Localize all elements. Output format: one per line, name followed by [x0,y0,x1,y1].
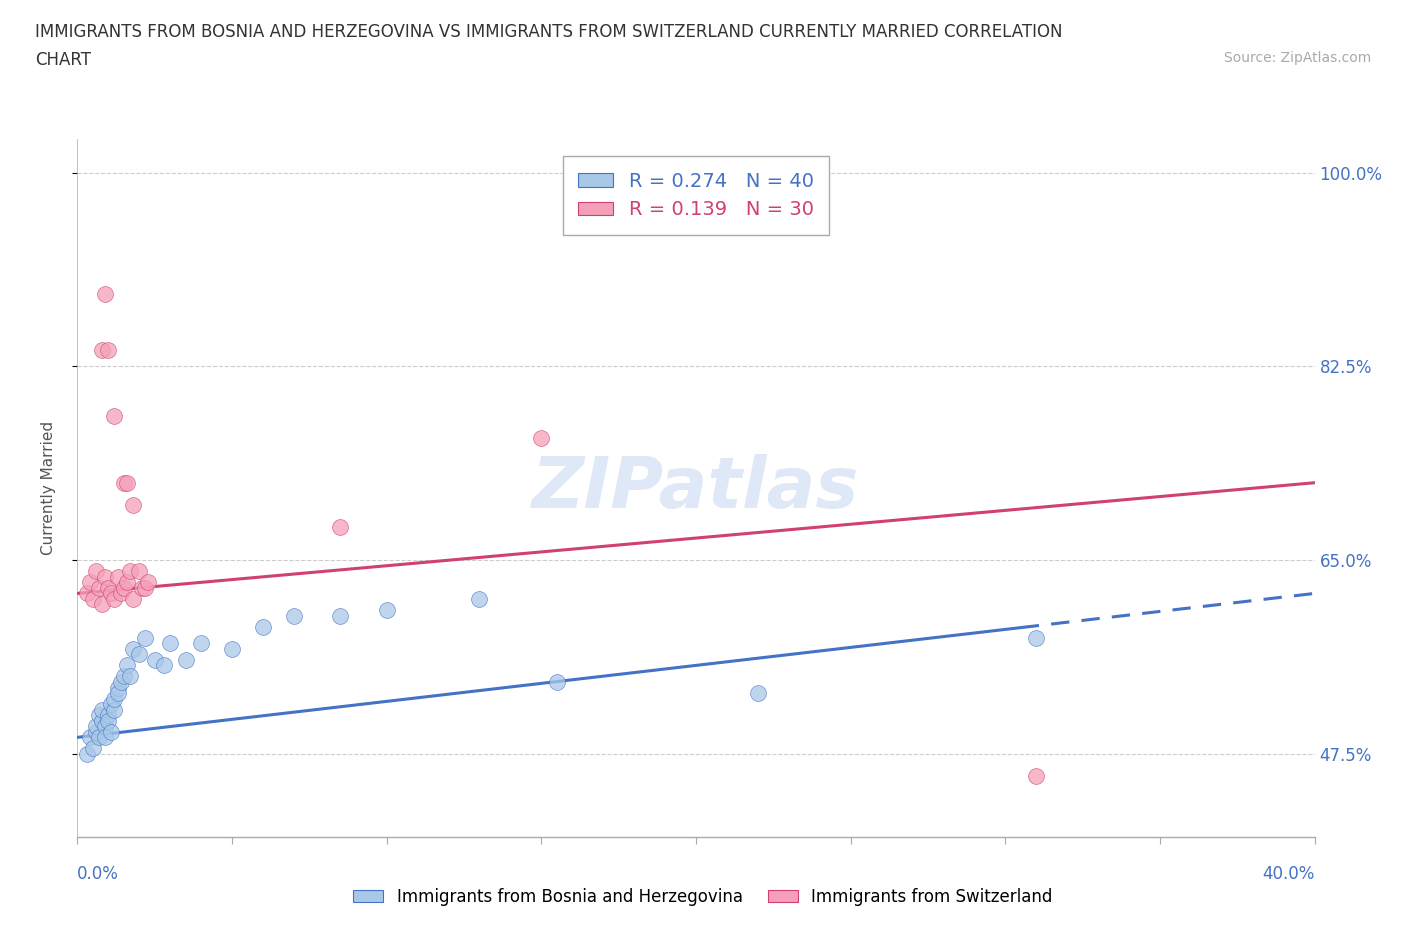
Point [115,658,138,672]
Point [94,287,117,302]
Point [122,642,145,657]
Point [128,564,150,578]
Point [1025,631,1047,645]
Legend: R = 0.274   N = 40, R = 0.139   N = 30: R = 0.274 N = 40, R = 0.139 N = 30 [562,156,830,235]
Point [112,475,135,490]
Point [118,564,141,578]
Point [79,575,101,590]
Point [107,680,129,695]
Point [84,719,107,734]
Point [79,730,101,745]
Point [100,586,122,601]
Point [110,586,132,601]
Point [91,713,114,728]
Legend: Immigrants from Bosnia and Herzegovina, Immigrants from Switzerland: Immigrants from Bosnia and Herzegovina, … [347,881,1059,912]
Point [103,409,125,424]
Point [115,475,138,490]
Text: ZIPatlas: ZIPatlas [533,454,859,523]
Point [747,685,769,700]
Point [87,708,110,723]
Point [82,591,104,606]
Point [84,724,107,739]
Point [110,674,132,689]
Point [221,642,243,657]
Point [122,591,145,606]
Point [468,591,491,606]
Point [103,591,125,606]
Text: CHART: CHART [35,51,91,69]
Point [87,580,110,595]
Point [94,569,117,584]
Point [94,719,117,734]
Point [76,586,98,601]
Point [97,342,120,357]
Point [97,580,120,595]
Point [546,674,568,689]
Point [103,691,125,706]
Point [159,636,181,651]
Text: IMMIGRANTS FROM BOSNIA AND HERZEGOVINA VS IMMIGRANTS FROM SWITZERLAND CURRENTLY : IMMIGRANTS FROM BOSNIA AND HERZEGOVINA V… [35,23,1063,41]
Point [131,580,153,595]
Point [107,685,129,700]
Text: Source: ZipAtlas.com: Source: ZipAtlas.com [1223,51,1371,65]
Point [252,619,274,634]
Point [190,636,212,651]
Point [112,580,135,595]
Point [91,702,114,717]
Point [107,569,129,584]
Point [138,575,160,590]
Point [84,564,107,578]
Point [128,647,150,662]
Point [375,603,398,618]
Point [329,520,352,535]
Point [118,669,141,684]
Point [112,669,135,684]
Point [100,697,122,711]
Text: 40.0%: 40.0% [1263,865,1315,883]
Point [97,708,120,723]
Point [134,580,156,595]
Point [530,431,553,445]
Point [100,724,122,739]
Y-axis label: Currently Married: Currently Married [42,421,56,555]
Point [174,653,197,668]
Point [103,702,125,717]
Point [329,608,352,623]
Text: 0.0%: 0.0% [77,865,120,883]
Point [91,597,114,612]
Point [97,713,120,728]
Point [94,730,117,745]
Point [143,653,166,668]
Point [122,498,145,512]
Point [115,575,138,590]
Point [91,342,114,357]
Point [283,608,305,623]
Point [82,741,104,756]
Point [1025,769,1047,784]
Point [87,730,110,745]
Point [76,747,98,762]
Point [153,658,176,672]
Point [134,631,156,645]
